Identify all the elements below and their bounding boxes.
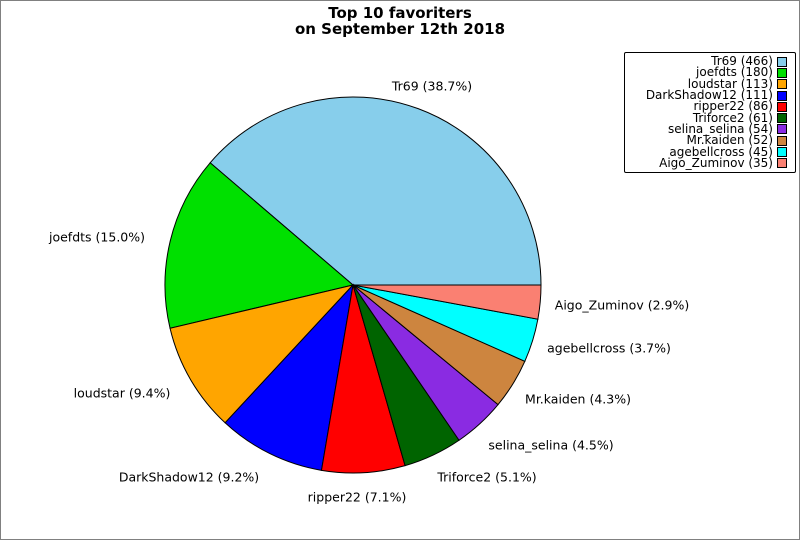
slice-label-selina_selina: selina_selina (4.5%) bbox=[488, 437, 614, 453]
legend-swatch bbox=[777, 124, 787, 135]
legend-swatch bbox=[777, 79, 787, 90]
legend-swatch bbox=[777, 147, 787, 158]
legend-label: Aigo_Zuminov (35) bbox=[659, 155, 773, 170]
pie-slice-joefdts bbox=[164, 162, 355, 329]
pie-slice-Tr69 bbox=[209, 96, 542, 286]
legend-swatch bbox=[777, 158, 787, 169]
legend-swatch bbox=[777, 101, 787, 112]
slice-label-Aigo_Zuminov: Aigo_Zuminov (2.9%) bbox=[554, 297, 690, 313]
slice-label-ripper22: ripper22 (7.1%) bbox=[307, 489, 407, 505]
legend-label: joefdts (180) bbox=[696, 65, 773, 80]
legend-item-Triforce2: Triforce2 (61) bbox=[629, 110, 787, 125]
legend-label: ripper22 (86) bbox=[693, 99, 773, 114]
legend: Tr69 (466) joefdts (180) loudstar (113) Dar… bbox=[624, 52, 796, 173]
pie-slice-Aigo_Zuminov bbox=[352, 284, 542, 320]
chart-title-line2: on September 12th 2018 bbox=[294, 20, 506, 38]
legend-label: Triforce2 (61) bbox=[692, 110, 773, 125]
legend-item-selina_selina: selina_selina (54) bbox=[629, 121, 787, 136]
legend-label: Tr69 (466) bbox=[711, 54, 773, 69]
slice-label-Tr69: Tr69 (38.7%) bbox=[391, 78, 473, 94]
legend-swatch bbox=[777, 113, 787, 124]
slice-label-agebellcross: agebellcross (3.7%) bbox=[547, 340, 671, 356]
slice-label-joefdts: joefdts (15.0%) bbox=[49, 229, 145, 245]
legend-label: DarkShadow12 (111) bbox=[645, 88, 773, 103]
legend-item-loudstar: loudstar (113) bbox=[629, 76, 787, 91]
legend-item-Mr.kaiden: Mr.kaiden (52) bbox=[629, 133, 787, 148]
legend-swatch bbox=[777, 90, 787, 101]
pie-slice-DarkShadow12 bbox=[224, 283, 354, 471]
legend-label: Mr.kaiden (52) bbox=[686, 133, 773, 148]
legend-swatch bbox=[777, 135, 787, 146]
slice-label-Mr.kaiden: Mr.kaiden (4.3%) bbox=[525, 391, 631, 407]
legend-item-ripper22: ripper22 (86) bbox=[629, 99, 787, 114]
chart-title: Top 10 favoriters on September 12th 2018 bbox=[1, 5, 799, 37]
slice-label-DarkShadow12: DarkShadow12 (9.2%) bbox=[118, 469, 260, 485]
slice-label-loudstar: loudstar (9.4%) bbox=[73, 385, 171, 401]
legend-item-agebellcross: agebellcross (45) bbox=[629, 144, 787, 159]
legend-label: selina_selina (54) bbox=[668, 121, 773, 136]
pie-slice-loudstar bbox=[169, 284, 355, 424]
slice-label-Triforce2: Triforce2 (5.1%) bbox=[437, 469, 537, 485]
legend-swatch bbox=[777, 67, 787, 78]
legend-item-DarkShadow12: DarkShadow12 (111) bbox=[629, 88, 787, 103]
legend-label: agebellcross (45) bbox=[669, 144, 773, 159]
legend-item-joefdts: joefdts (180) bbox=[629, 65, 787, 80]
legend-item-Aigo_Zuminov: Aigo_Zuminov (35) bbox=[629, 155, 787, 170]
legend-swatch bbox=[777, 56, 787, 67]
legend-label: loudstar (113) bbox=[687, 76, 773, 91]
chart-title-line1: Top 10 favoriters bbox=[328, 4, 472, 22]
legend-item-Tr69: Tr69 (466) bbox=[629, 54, 787, 69]
